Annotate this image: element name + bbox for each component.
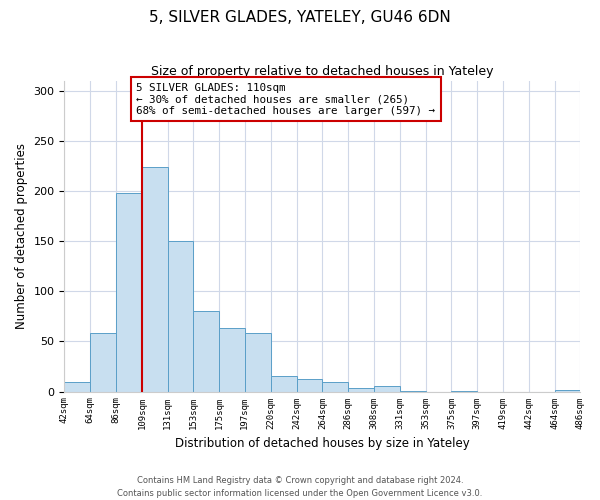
Bar [374, 386, 400, 392]
Bar [219, 328, 245, 392]
Bar [400, 390, 426, 392]
Bar [245, 334, 271, 392]
Bar [555, 390, 580, 392]
Bar [322, 382, 348, 392]
Bar [297, 378, 322, 392]
Bar [348, 388, 374, 392]
Bar [64, 382, 90, 392]
X-axis label: Distribution of detached houses by size in Yateley: Distribution of detached houses by size … [175, 437, 470, 450]
Bar [271, 376, 297, 392]
Text: 5, SILVER GLADES, YATELEY, GU46 6DN: 5, SILVER GLADES, YATELEY, GU46 6DN [149, 10, 451, 25]
Bar [90, 334, 116, 392]
Bar [451, 390, 477, 392]
Bar [116, 193, 142, 392]
Bar [168, 241, 193, 392]
Text: Contains HM Land Registry data © Crown copyright and database right 2024.
Contai: Contains HM Land Registry data © Crown c… [118, 476, 482, 498]
Y-axis label: Number of detached properties: Number of detached properties [15, 143, 28, 329]
Text: 5 SILVER GLADES: 110sqm
← 30% of detached houses are smaller (265)
68% of semi-d: 5 SILVER GLADES: 110sqm ← 30% of detache… [136, 82, 436, 116]
Bar [142, 167, 168, 392]
Bar [193, 312, 219, 392]
Title: Size of property relative to detached houses in Yateley: Size of property relative to detached ho… [151, 65, 494, 78]
